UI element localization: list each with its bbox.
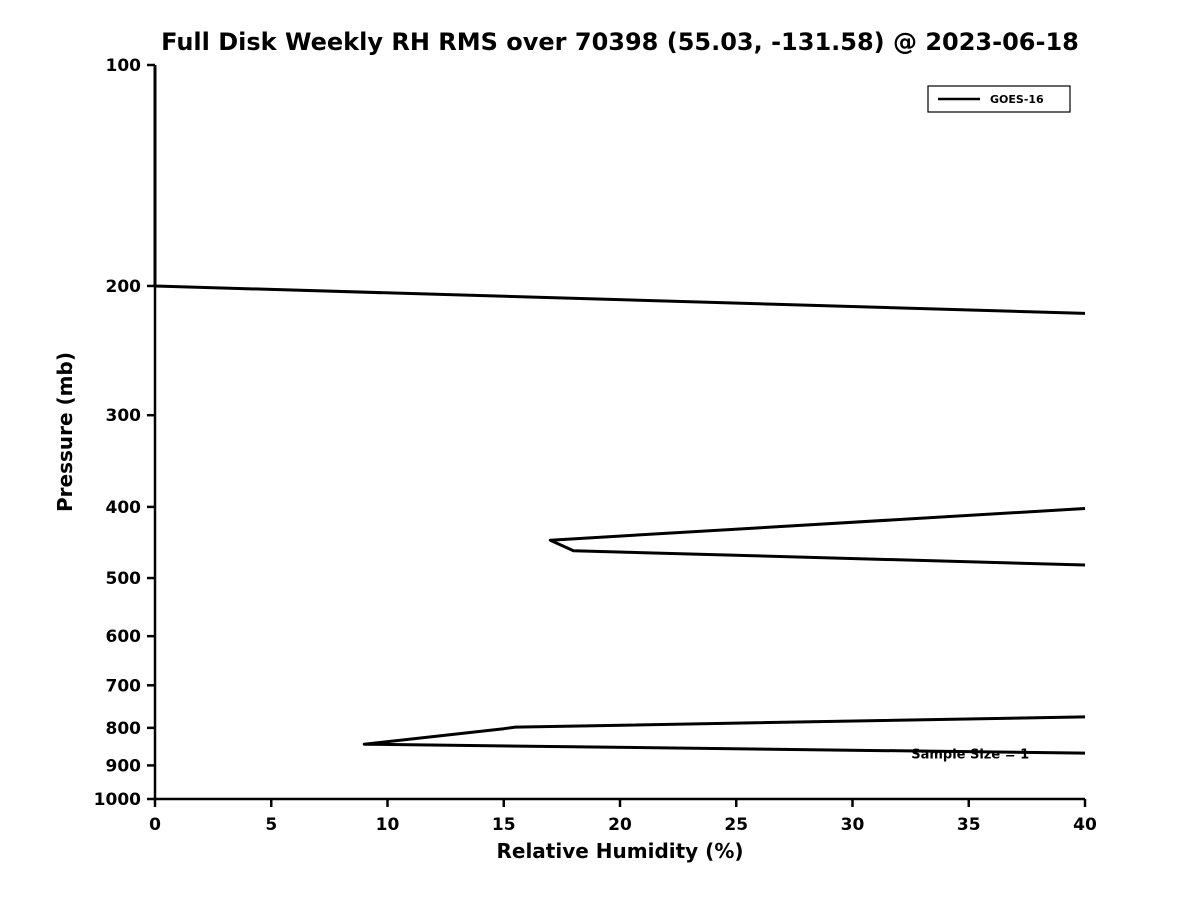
x-tick-label: 10 — [376, 815, 400, 835]
x-tick-label: 40 — [1073, 815, 1097, 835]
series-line-goes-16 — [153, 65, 1086, 315]
y-tick-label: 900 — [106, 756, 142, 776]
chart-title: Full Disk Weekly RH RMS over 70398 (55.0… — [161, 28, 1079, 56]
x-tick-label: 20 — [608, 815, 632, 835]
y-tick-label: 400 — [106, 498, 142, 518]
y-tick-label: 100 — [106, 56, 142, 76]
x-axis-label: Relative Humidity (%) — [496, 839, 743, 863]
y-tick-label: 800 — [106, 719, 142, 739]
sample-size-annotation: Sample Size = 1 — [911, 747, 1029, 762]
y-axis-label: Pressure (mb) — [53, 352, 77, 512]
y-tick-label: 600 — [106, 627, 142, 647]
x-tick-label: 0 — [149, 815, 161, 835]
y-tick-label: 200 — [106, 277, 142, 297]
legend: GOES-16 — [927, 85, 1071, 113]
series-line-goes-16 — [548, 507, 1086, 567]
y-tick-label: 300 — [106, 406, 142, 426]
plot-area: 0 5 10 15 20 25 30 35 40 100 200 300 400 500 600 700 800… — [94, 56, 1097, 835]
x-tick-label: 5 — [265, 815, 277, 835]
x-tick-label: 30 — [841, 815, 865, 835]
y-tick-label: 700 — [106, 676, 142, 696]
x-tick-label: 35 — [957, 815, 981, 835]
x-tick-label: 25 — [724, 815, 748, 835]
series-line-goes-16 — [362, 715, 1086, 755]
x-tick-label: 15 — [492, 815, 516, 835]
legend-entry-label: GOES-16 — [990, 93, 1044, 106]
y-tick-label: 1000 — [94, 790, 141, 810]
y-tick-label: 500 — [106, 569, 142, 589]
